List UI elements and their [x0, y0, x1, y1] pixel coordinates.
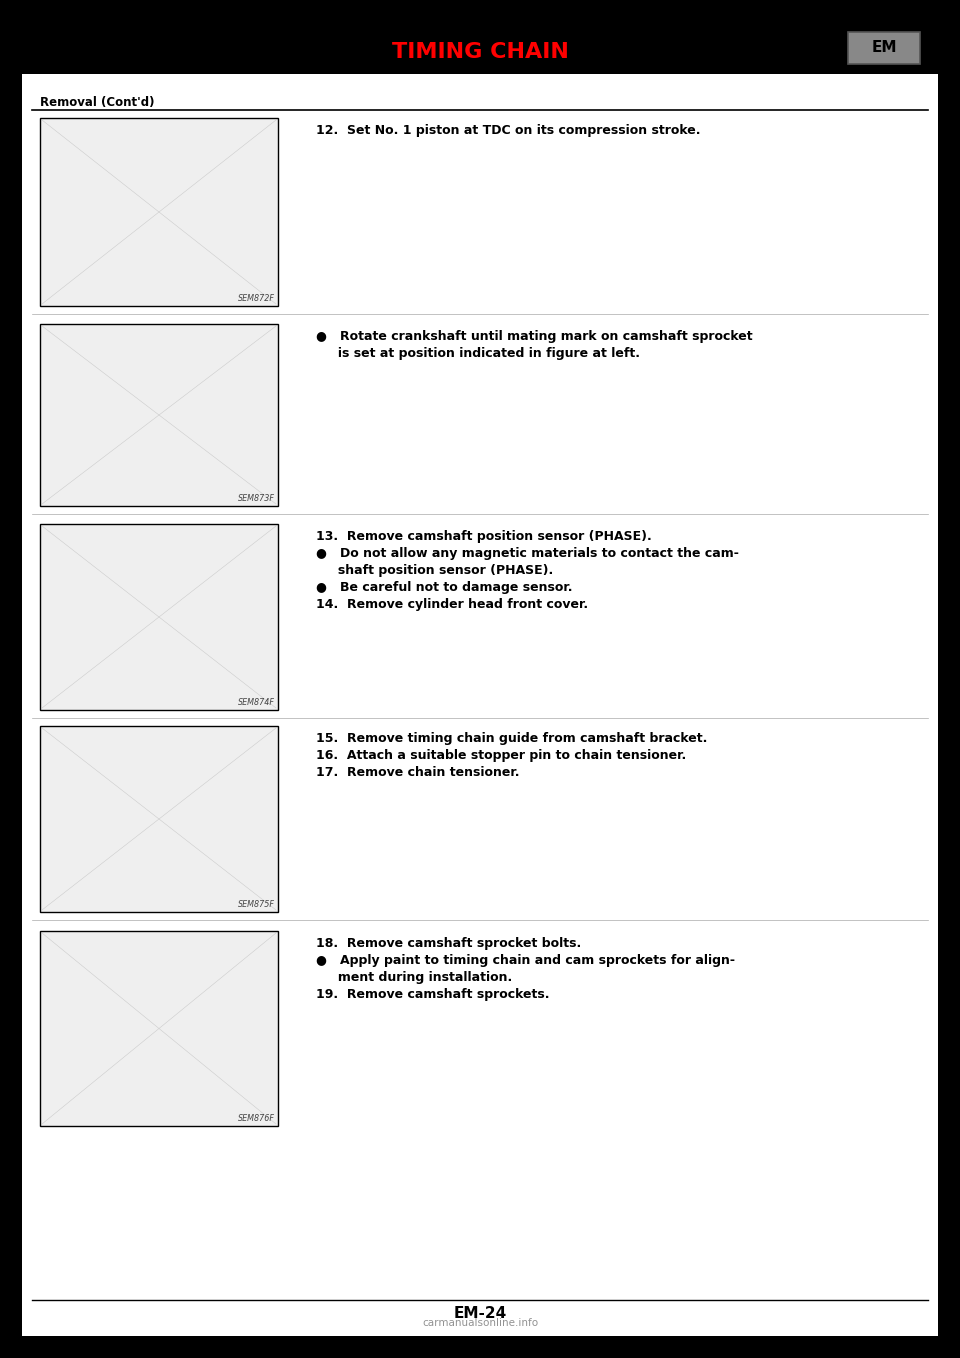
Text: ●   Do not allow any magnetic materials to contact the cam-: ● Do not allow any magnetic materials to…: [316, 547, 739, 559]
Text: 17.  Remove chain tensioner.: 17. Remove chain tensioner.: [316, 766, 519, 779]
Text: ment during installation.: ment during installation.: [316, 971, 513, 985]
Text: SEM872F: SEM872F: [238, 293, 275, 303]
Text: SEM873F: SEM873F: [238, 494, 275, 502]
Bar: [22, 22, 938, 73]
Text: 14.  Remove cylinder head front cover.: 14. Remove cylinder head front cover.: [316, 598, 588, 611]
Text: carmanualsonline.info: carmanualsonline.info: [422, 1319, 538, 1328]
Text: EM-24: EM-24: [453, 1306, 507, 1321]
Bar: [40, 932, 278, 1126]
Text: Removal (Cont'd): Removal (Cont'd): [40, 96, 155, 109]
Bar: [40, 727, 278, 913]
Text: 12.  Set No. 1 piston at TDC on its compression stroke.: 12. Set No. 1 piston at TDC on its compr…: [316, 124, 701, 137]
Text: ●   Be careful not to damage sensor.: ● Be careful not to damage sensor.: [316, 581, 572, 593]
Text: SEM875F: SEM875F: [238, 900, 275, 909]
Bar: [848, 33, 920, 64]
Text: is set at position indicated in figure at left.: is set at position indicated in figure a…: [316, 348, 640, 360]
Text: ●   Rotate crankshaft until mating mark on camshaft sprocket: ● Rotate crankshaft until mating mark on…: [316, 330, 753, 344]
Text: SEM874F: SEM874F: [238, 698, 275, 708]
Bar: [40, 524, 278, 710]
Text: SEM876F: SEM876F: [238, 1114, 275, 1123]
Text: 18.  Remove camshaft sprocket bolts.: 18. Remove camshaft sprocket bolts.: [316, 937, 581, 951]
Text: 13.  Remove camshaft position sensor (PHASE).: 13. Remove camshaft position sensor (PHA…: [316, 530, 652, 543]
Text: EM: EM: [872, 41, 897, 56]
Text: 15.  Remove timing chain guide from camshaft bracket.: 15. Remove timing chain guide from camsh…: [316, 732, 708, 746]
Text: TIMING CHAIN: TIMING CHAIN: [392, 42, 568, 62]
Text: 19.  Remove camshaft sprockets.: 19. Remove camshaft sprockets.: [316, 989, 549, 1001]
Text: 16.  Attach a suitable stopper pin to chain tensioner.: 16. Attach a suitable stopper pin to cha…: [316, 750, 686, 762]
Text: shaft position sensor (PHASE).: shaft position sensor (PHASE).: [316, 564, 553, 577]
Bar: [40, 118, 278, 306]
Bar: [40, 325, 278, 507]
Text: ●   Apply paint to timing chain and cam sprockets for align-: ● Apply paint to timing chain and cam sp…: [316, 955, 735, 967]
